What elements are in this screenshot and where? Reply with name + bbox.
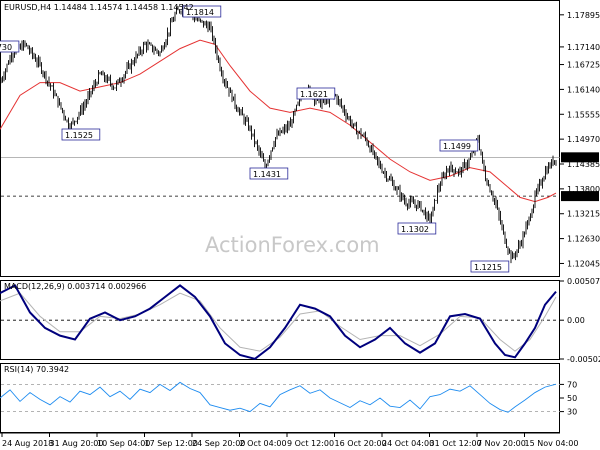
price-annotation-label: 1.1215: [474, 263, 502, 272]
current-price-label: 1.14542: [563, 153, 596, 162]
price-tick-label: 1.17140: [567, 43, 600, 52]
price-tick-label: 1.12045: [567, 259, 600, 268]
price-tick-label: 1.14385: [567, 160, 600, 169]
moving-average-line: [0, 39, 557, 203]
price-annotation-box: [397, 222, 437, 235]
price-tick-label: 1.16140: [567, 85, 600, 94]
time-tick-label: 31 Aug 20:00: [50, 439, 104, 448]
price-annotation-label: 1.1499: [443, 142, 471, 151]
price-tick-label: 1.17895: [567, 11, 600, 20]
time-tick-label: 7 Nov 20:00: [477, 439, 526, 448]
rsi-tick-label: 70: [567, 380, 577, 389]
time-tick-label: 16 Oct 20:00: [335, 439, 387, 448]
time-tick-label: 31 Oct 12:00: [430, 439, 482, 448]
price-tick-label: 1.14970: [567, 135, 600, 144]
macd-signal-line: [0, 292, 557, 352]
price-annotation-box: [182, 5, 222, 18]
time-tick-label: 2 Oct 04:00: [240, 439, 287, 448]
price-tick-label: 1.13215: [567, 210, 600, 219]
price-annotation-box: [439, 139, 479, 152]
price-annotation-box: [0, 40, 20, 53]
macd-tick-label: -0.00502: [567, 355, 600, 364]
price-annotation-label: 1.1302: [401, 225, 429, 234]
time-tick-label: 24 Aug 2018: [2, 439, 53, 448]
price-annotation-box: [470, 260, 510, 273]
price-tick-label: 1.12630: [567, 235, 600, 244]
rsi-header: RSI(14) 70.3942: [4, 365, 69, 374]
time-tick-label: 24 Oct 04:00: [382, 439, 434, 448]
macd-header: MACD(12,26,9) 0.003714 0.002966: [4, 282, 146, 291]
watermark: ActionForex.com: [205, 233, 380, 257]
macd-tick-label: 0.00507: [567, 277, 600, 286]
rsi-panel: [0, 363, 560, 433]
time-tick-label: 17 Sep 12:00: [145, 439, 198, 448]
support-level-marker: [561, 191, 599, 202]
price-annotation-label: 1.1621: [300, 90, 328, 99]
symbol-label: EURUSD,H4: [4, 3, 51, 12]
rsi-tick-label: 30: [567, 408, 577, 417]
support-level-label: 1.13630: [563, 192, 596, 201]
price-tick-label: 1.16725: [567, 61, 600, 70]
rsi-line: [0, 381, 557, 413]
macd-line: [0, 284, 557, 360]
time-tick-label: 15 Nov 04:00: [525, 439, 579, 448]
rsi-tick-label: 50: [567, 394, 577, 403]
price-annotation-box: [296, 87, 336, 100]
macd-tick-label: 0.00: [567, 316, 585, 325]
price-annotation-box: [61, 128, 101, 141]
ohlc-header: EURUSD,H4 1.14484 1.14574 1.14458 1.1454…: [4, 3, 194, 12]
ohlc-values: 1.14484 1.14574 1.14458 1.14542: [54, 3, 194, 12]
price-tick-label: 1.15555: [567, 110, 600, 119]
price-annotation-box: [249, 167, 289, 180]
price-annotation-label: 1.1814: [186, 8, 214, 17]
price-annotation-label: 1.1730: [0, 43, 12, 52]
price-annotation-label: 1.1525: [65, 131, 93, 140]
time-tick-label: 9 Oct 12:00: [287, 439, 334, 448]
time-tick-label: 10 Sep 04:00: [97, 439, 150, 448]
price-tick-label: 1.13800: [567, 185, 600, 194]
price-annotation-label: 1.1431: [253, 170, 281, 179]
current-price-marker: [561, 152, 599, 163]
time-tick-label: 24 Sep 20:00: [192, 439, 245, 448]
